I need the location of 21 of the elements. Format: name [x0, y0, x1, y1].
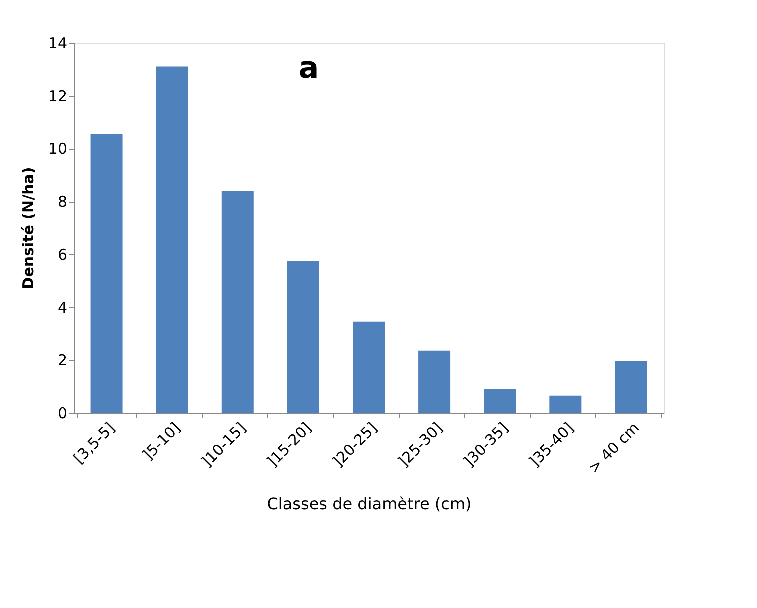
x-tick-label: > 40 cm	[585, 419, 644, 478]
bar	[550, 396, 582, 413]
bar	[90, 134, 123, 413]
y-tick-label: 0	[58, 404, 68, 422]
bar	[615, 361, 648, 413]
x-axis-title: Classes de diamètre (cm)	[267, 494, 472, 514]
chart-title: a	[298, 51, 320, 86]
bar	[418, 350, 451, 413]
y-axis-title: Densité (N/ha)	[19, 167, 38, 290]
y-tick-label: 6	[58, 246, 68, 264]
bar	[222, 191, 254, 413]
y-tick-label: 8	[58, 193, 68, 212]
y-tick-label: 12	[48, 87, 68, 106]
bar	[287, 261, 320, 413]
bar	[484, 389, 516, 413]
y-tick-label: 2	[58, 352, 68, 370]
y-tick-label: 14	[48, 34, 68, 52]
y-tick-label: 10	[48, 140, 68, 158]
y-tick-label: 4	[58, 298, 68, 317]
bar	[156, 66, 188, 413]
bar	[353, 322, 385, 413]
